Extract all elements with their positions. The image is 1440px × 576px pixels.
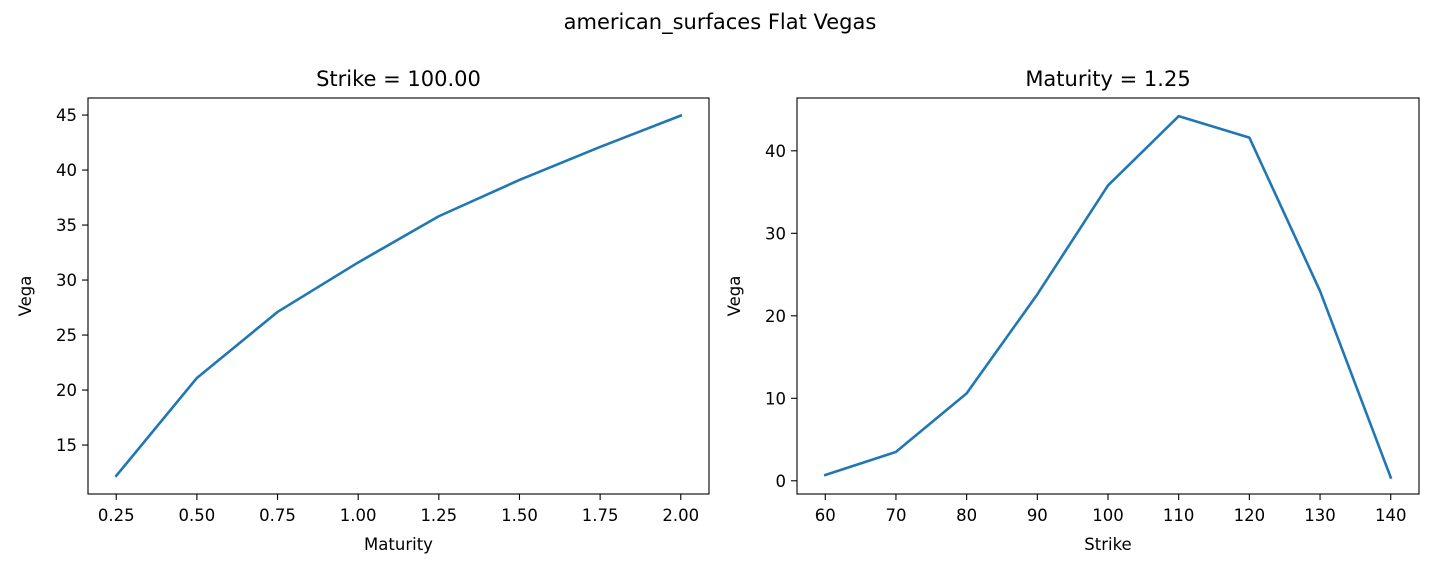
x-tick-label: 1.50: [501, 506, 538, 525]
series-line: [114, 113, 683, 478]
x-tick-label: 2.00: [662, 506, 699, 525]
y-tick-label: 20: [56, 381, 77, 400]
y-tick-label: 40: [56, 161, 77, 180]
chart-2: 60 70 80 90 100 110 120 130 140 0 10 20 30 40 Maturity…: [725, 67, 1420, 554]
y-tick-label: 0: [776, 472, 787, 491]
y-tick-label: 10: [765, 389, 786, 408]
axes-frame: [796, 97, 1420, 495]
x-tick-label: 80: [956, 506, 977, 525]
x-tick-label: 70: [885, 506, 906, 525]
y-tick-label: 40: [765, 142, 786, 161]
y-axis-label: Vega: [725, 276, 744, 317]
y-tick-label: 30: [765, 224, 786, 243]
chart-title: Strike = 100.00: [316, 67, 481, 91]
x-tick-label: 140: [1375, 506, 1407, 525]
x-axis-label: Maturity: [364, 535, 433, 554]
y-tick-label: 45: [56, 106, 77, 125]
y-tick-label: 25: [56, 326, 77, 345]
x-axis-label: Strike: [1084, 535, 1131, 554]
chart-1: 0.25 0.50 0.75 1.00 1.25 1.50 1.75 2.00 15 20 25 30…: [16, 67, 710, 554]
chart-title: Maturity = 1.25: [1025, 67, 1190, 91]
x-tick-label: 0.25: [98, 506, 135, 525]
x-tick-label: 1.25: [420, 506, 457, 525]
y-tick-label: 35: [56, 216, 77, 235]
y-axis-label: Vega: [16, 276, 35, 317]
x-tick-label: 1.00: [340, 506, 377, 525]
series-line: [823, 114, 1393, 480]
y-tick-label: 30: [56, 271, 77, 290]
axes-frame: [87, 97, 710, 495]
x-tick-label: 100: [1092, 506, 1124, 525]
x-tick-label: 0.75: [259, 506, 296, 525]
y-tick-label: 20: [765, 307, 786, 326]
x-tick-label: 1.75: [582, 506, 619, 525]
x-tick-label: 90: [1027, 506, 1048, 525]
x-tick-label: 120: [1234, 506, 1266, 525]
figure-suptitle: american_surfaces Flat Vegas: [563, 10, 877, 34]
y-tick-label: 15: [56, 436, 77, 455]
x-tick-label: 110: [1163, 506, 1195, 525]
x-tick-label: 60: [815, 506, 836, 525]
x-tick-label: 130: [1304, 506, 1336, 525]
x-tick-label: 0.50: [179, 506, 216, 525]
